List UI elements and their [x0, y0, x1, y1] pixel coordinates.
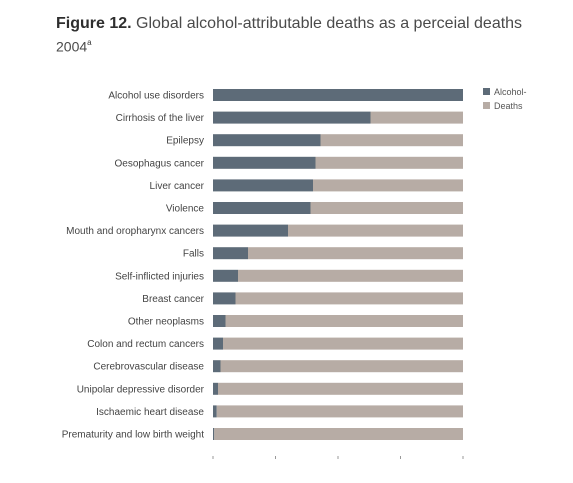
bar-deaths-other-neoplasms [225, 315, 463, 327]
legend-label-alcohol: Alcohol- [494, 87, 527, 97]
legend: Alcohol- Deaths [483, 87, 527, 111]
bar-deaths-colon-and-rectum-cancers [223, 337, 463, 350]
bar-deaths-falls [248, 247, 463, 260]
bar-alcohol-liver-cancer [213, 179, 313, 192]
category-label-breast-cancer: Breast cancer [142, 294, 204, 305]
category-label-violence: Violence [166, 204, 205, 215]
bar-deaths-ischaemic-heart-disease [216, 405, 463, 418]
bar-alcohol-alcohol-use-disorders [213, 89, 463, 101]
category-label-cerebrovascular-disease: Cerebrovascular disease [93, 362, 204, 373]
bar-deaths-prematurity-and-low-birth-weight [214, 428, 463, 440]
bars-layer [213, 89, 463, 440]
bar-deaths-mouth-and-oropharynx-cancers [288, 224, 463, 237]
bar-deaths-cirrhosis-of-the-liver [370, 111, 463, 124]
bar-deaths-self-inflicted-injuries [238, 269, 463, 282]
x-axis [212, 456, 464, 459]
category-label-other-neoplasms: Other neoplasms [128, 317, 204, 328]
bar-deaths-unipolar-depressive-disorder [218, 382, 463, 395]
category-label-falls: Falls [183, 249, 204, 260]
bar-alcohol-oesophagus-cancer [213, 156, 316, 169]
bar-alcohol-other-neoplasms [213, 315, 226, 327]
bar-alcohol-cerebrovascular-disease [213, 360, 221, 373]
bar-deaths-cerebrovascular-disease [220, 360, 463, 373]
bar-deaths-oesophagus-cancer [315, 156, 463, 169]
figure-title: Global alcohol-attributable deaths as a … [136, 15, 523, 32]
bar-deaths-violence [310, 202, 463, 214]
bar-alcohol-ischaemic-heart-disease [213, 405, 217, 418]
category-label-mouth-and-oropharynx-cancers: Mouth and oropharynx cancers [66, 226, 204, 237]
bar-alcohol-cirrhosis-of-the-liver [213, 111, 371, 124]
bar-alcohol-breast-cancer [213, 292, 236, 305]
bar-alcohol-epilepsy [213, 134, 321, 147]
bar-alcohol-prematurity-and-low-birth-weight [213, 428, 215, 440]
category-label-self-inflicted-injuries: Self-inflicted injuries [115, 271, 204, 282]
bar-alcohol-violence [213, 202, 311, 214]
footnote-mark: a [87, 38, 92, 47]
category-label-epilepsy: Epilepsy [166, 136, 204, 147]
category-label-alcohol-use-disorders: Alcohol use disorders [108, 91, 204, 102]
category-label-cirrhosis-of-the-liver: Cirrhosis of the liver [116, 113, 205, 124]
category-labels: Alcohol use disorders Cirrhosis of the li… [62, 91, 205, 441]
bar-alcohol-mouth-and-oropharynx-cancers [213, 224, 288, 237]
bar-alcohol-self-inflicted-injuries [213, 269, 238, 282]
bar-alcohol-falls [213, 247, 248, 260]
bar-alcohol-colon-and-rectum-cancers [213, 337, 223, 350]
legend-swatch-alcohol [483, 88, 490, 95]
bar-deaths-liver-cancer [313, 179, 463, 192]
category-label-prematurity-and-low-birth-weight: Prematurity and low birth weight [62, 430, 205, 441]
category-label-unipolar-depressive-disorder: Unipolar depressive disorder [77, 384, 205, 395]
category-label-ischaemic-heart-disease: Ischaemic heart disease [96, 407, 204, 418]
category-label-colon-and-rectum-cancers: Colon and rectum cancers [87, 339, 204, 350]
legend-label-deaths: Deaths [494, 101, 523, 111]
category-label-oesophagus-cancer: Oesophagus cancer [114, 158, 204, 169]
category-label-liver-cancer: Liver cancer [150, 181, 205, 192]
bar-deaths-breast-cancer [235, 292, 463, 305]
figure-year: 2004 [56, 38, 88, 55]
bar-alcohol-unipolar-depressive-disorder [213, 382, 218, 395]
bar-deaths-epilepsy [320, 134, 463, 147]
legend-swatch-deaths [483, 102, 490, 109]
chart-title: Figure 12. Global alcohol-attributable d… [56, 14, 556, 56]
figure-label: Figure 12. [56, 15, 132, 32]
